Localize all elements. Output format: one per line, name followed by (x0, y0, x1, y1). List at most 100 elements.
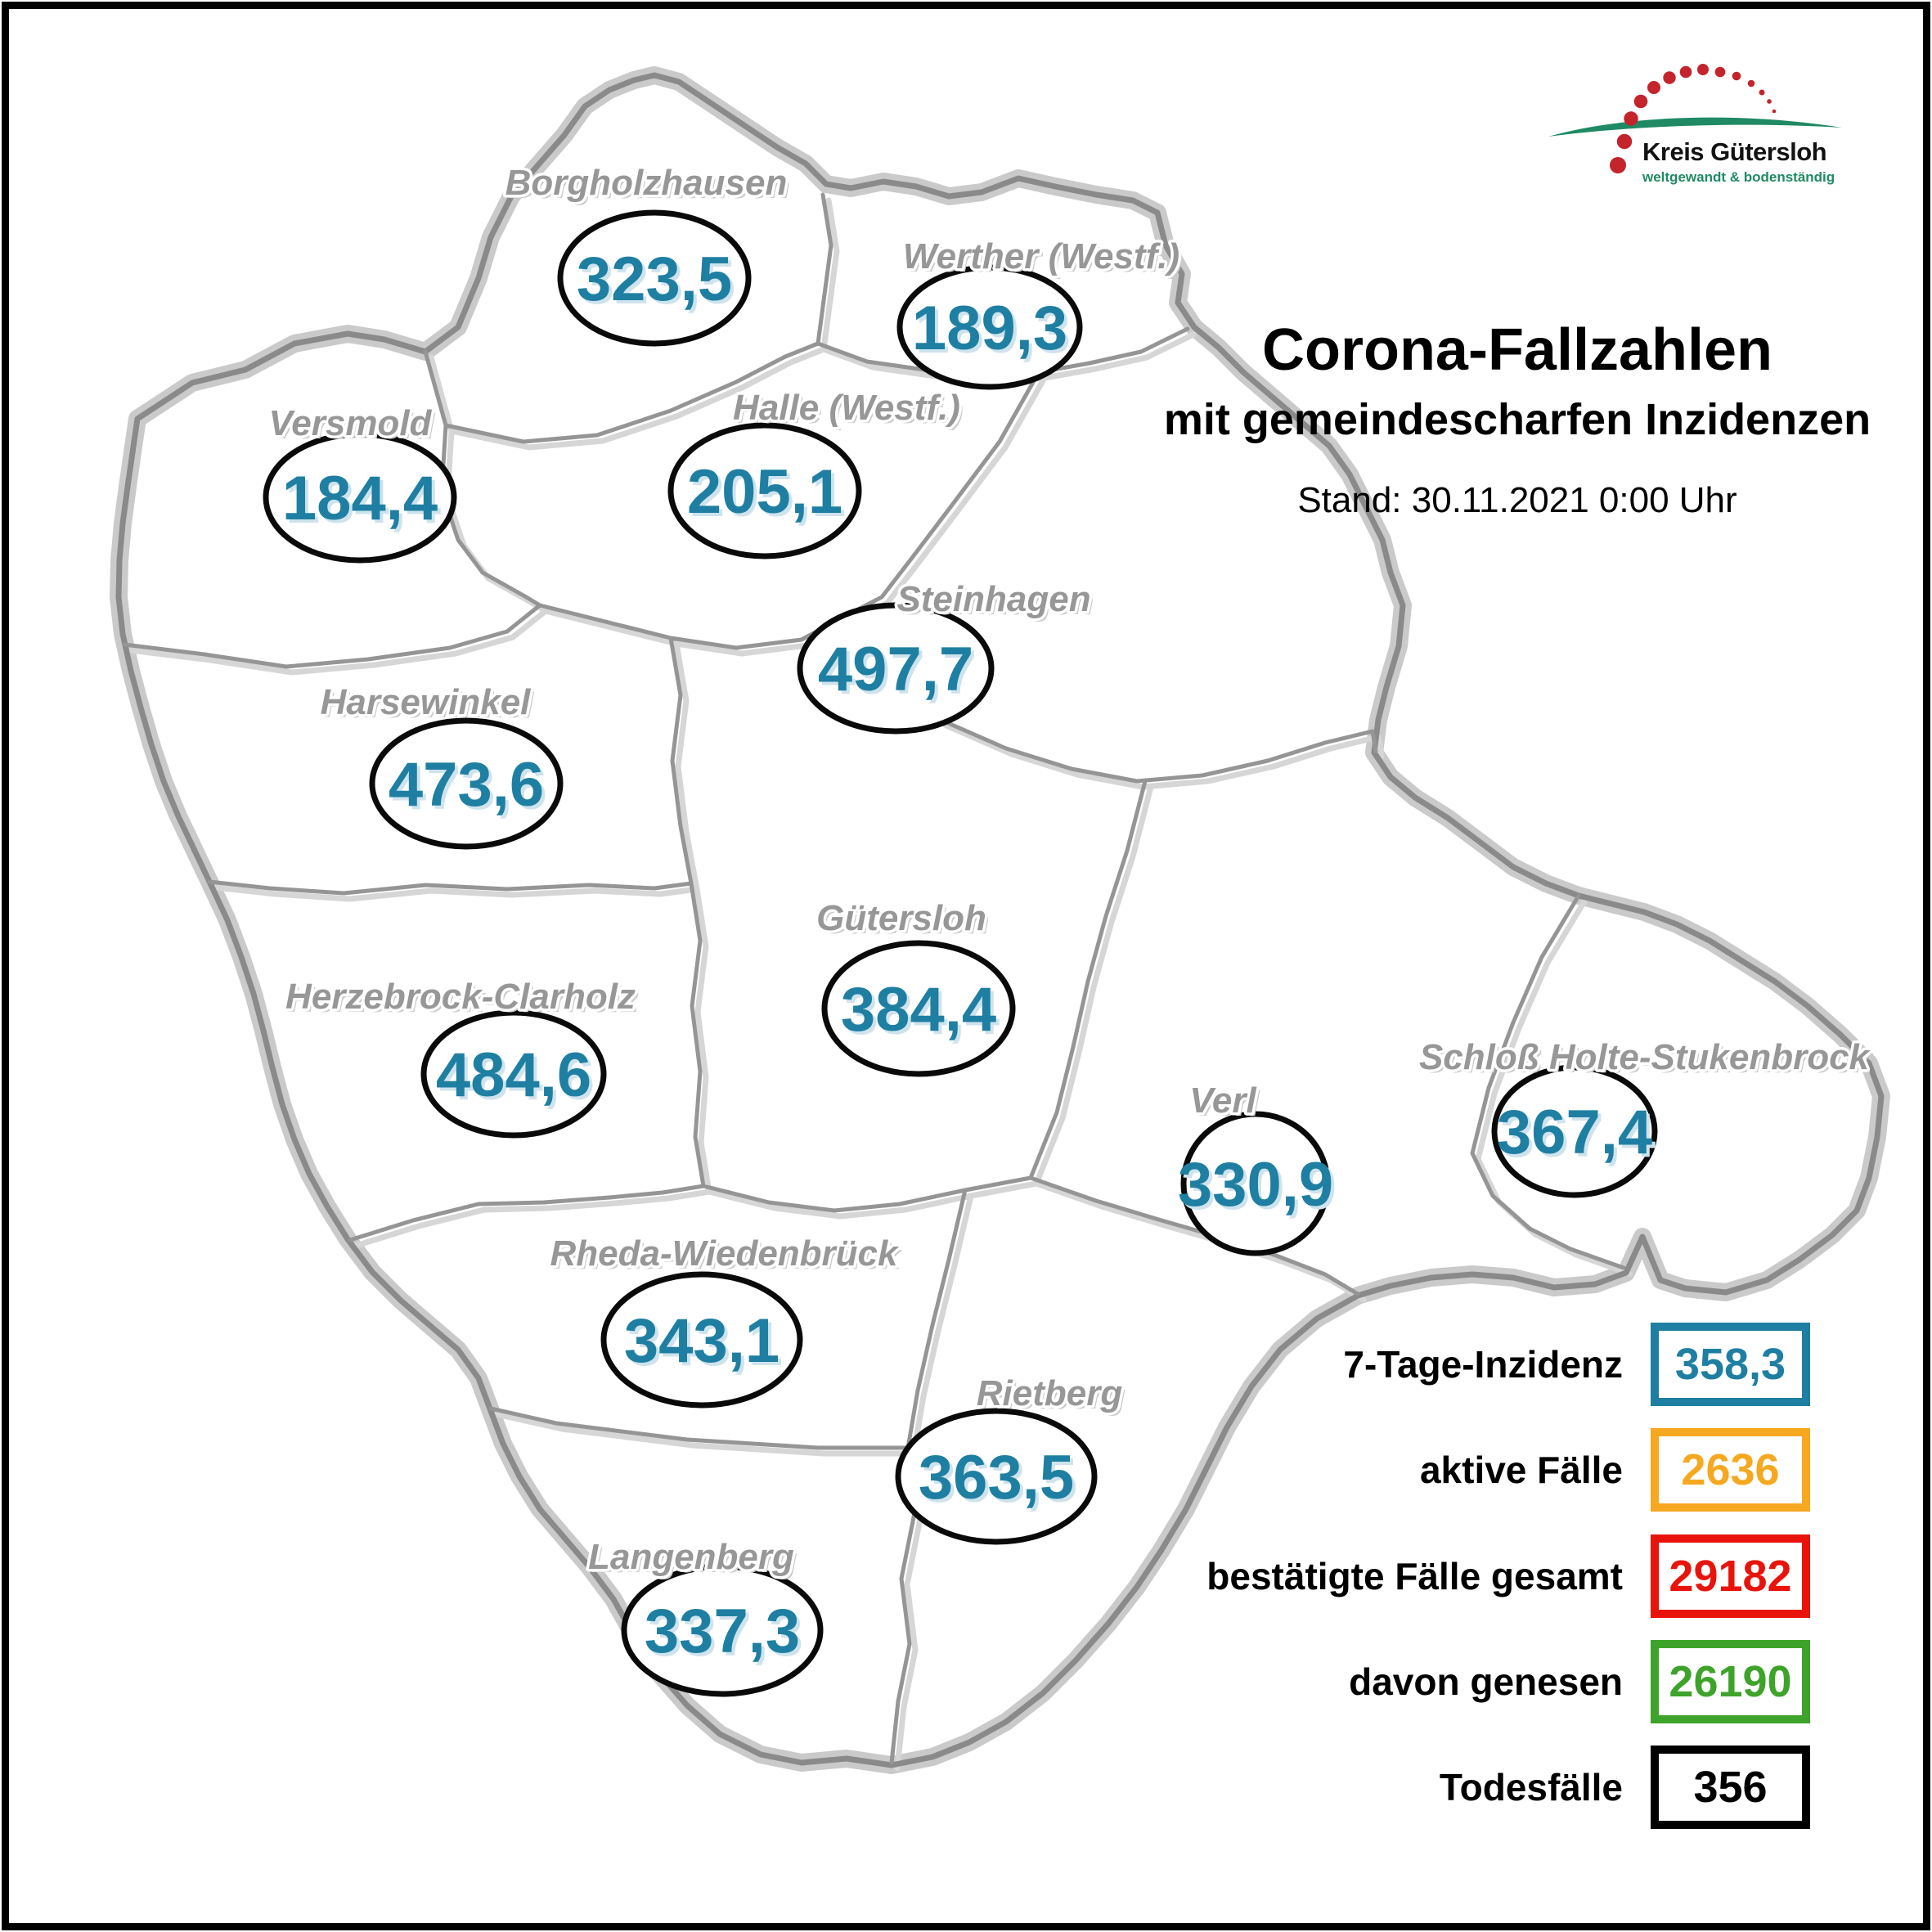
municipality-group: Rheda-WiedenbrückRheda-Wiedenbrück343,13… (547, 1231, 903, 1409)
legend-value: 29182 (1669, 1552, 1792, 1601)
incidence-ellipse (797, 602, 995, 735)
incidence-ellipse (621, 1563, 824, 1697)
incidence-ellipse (557, 209, 752, 347)
municipality-incidence-shadow: 497,7 (821, 638, 977, 708)
legend-value: 26190 (1669, 1657, 1792, 1706)
legend-label: 7-Tage-Inzidenz (1343, 1343, 1623, 1386)
municipality-label-shadow: Verl (1193, 1084, 1260, 1124)
incidence-ellipse (1491, 1064, 1658, 1198)
municipality-incidence-shadow: 205,1 (690, 461, 846, 530)
legend-row-todesfaelle: Todesfälle 356 (1440, 1746, 1810, 1829)
municipality-group: Werther (Westf.)Werther (Westf.)189,3189… (896, 234, 1183, 390)
legend-label: aktive Fälle (1419, 1449, 1623, 1491)
legend-label: Todesfälle (1439, 1766, 1623, 1808)
municipality-incidence: 473,6 (389, 750, 544, 820)
municipality-label-shadow: Steinhagen (900, 582, 1094, 622)
municipality-label-shadow: Langenberg (591, 1540, 798, 1580)
municipality-incidence: 484,6 (436, 1040, 591, 1110)
municipality-label-shadow: Harsewinkel (324, 685, 535, 726)
incidence-ellipse (821, 940, 1016, 1077)
incidence-ellipse (263, 431, 457, 564)
municipality-label: Halle (Westf.) (733, 388, 960, 428)
legend-value-box: 358,3 (1651, 1323, 1810, 1406)
municipality-incidence: 184,4 (282, 464, 438, 533)
municipality-label: Herzebrock-Clarholz (285, 977, 636, 1017)
legend-row-bestaetigte-faelle: bestätigte Fälle gesamt 29182 (1206, 1534, 1810, 1618)
page-title: Corona-Fallzahlen (1261, 317, 1773, 383)
incidence-ellipse (420, 1009, 607, 1139)
red-dots-arc-icon (1610, 64, 1777, 173)
municipality-incidence: 363,5 (919, 1443, 1074, 1512)
municipality-label: Rheda-Wiedenbrück (550, 1233, 900, 1274)
municipality-incidence: 205,1 (687, 457, 842, 527)
green-swoosh-icon (1548, 117, 1842, 137)
municipality-label: Borgholzhausen (505, 163, 788, 203)
municipality-incidence-shadow: 473,6 (392, 753, 547, 823)
logo-tagline: weltgewandt & bodenständig (1642, 169, 1835, 185)
municipality-label-shadow: Rietberg (980, 1377, 1126, 1417)
municipality-label-shadow: Borgholzhausen (509, 166, 791, 206)
municipality-incidence: 384,4 (841, 975, 996, 1045)
municipality-incidence: 497,7 (818, 635, 973, 704)
logo-title: Kreis Gütersloh (1642, 137, 1826, 166)
municipality-label: Gütersloh (816, 898, 986, 938)
municipality-incidence-shadow: 343,1 (627, 1310, 783, 1379)
municipality-label: Steinhagen (896, 579, 1090, 619)
municipality-incidence-shadow: 189,3 (915, 297, 1071, 366)
municipality-label: Verl (1189, 1081, 1256, 1121)
municipality-group: Herzebrock-ClarholzHerzebrock-Clarholz48… (283, 974, 639, 1139)
legend-value: 2636 (1681, 1445, 1780, 1494)
municipality-label-shadow: Herzebrock-Clarholz (289, 980, 639, 1020)
legend-value: 358,3 (1674, 1340, 1786, 1389)
municipality-label-shadow: Schloß Holte-Stukenbrock (1422, 1040, 1875, 1081)
municipality-incidence-shadow: 337,3 (648, 1600, 803, 1669)
municipality-label-shadow: Werther (Westf.) (906, 240, 1183, 280)
municipality-incidence: 330,9 (1178, 1150, 1333, 1220)
municipality-label-shadow: Halle (Westf.) (736, 391, 964, 431)
legend-row-davon-genesen: davon genesen 26190 (1349, 1640, 1810, 1723)
municipality-incidence-shadow: 363,5 (922, 1446, 1077, 1516)
incidence-ellipse (600, 1271, 803, 1409)
municipality-label: Versmold (269, 403, 433, 443)
municipality-incidence-shadow: 184,4 (285, 467, 441, 537)
municipality-incidence-shadow: 330,9 (1181, 1153, 1337, 1223)
legend-value-box: 29182 (1651, 1534, 1810, 1618)
title-block: Corona-Fallzahlen mit gemeindescharfen I… (1129, 319, 1906, 520)
legend-row-7-tage-inzidenz: 7-Tage-Inzidenz 358,3 (1343, 1323, 1810, 1406)
legend-label: bestätigte Fälle gesamt (1206, 1555, 1623, 1597)
municipality-incidence: 337,3 (645, 1597, 800, 1666)
legend-value-box: 2636 (1651, 1428, 1810, 1512)
municipality-label-shadow: Rheda-Wiedenbrück (553, 1237, 903, 1277)
legend-row-aktive-faelle: aktive Fälle 2636 (1420, 1428, 1810, 1512)
kreis-guetersloh-logo: Kreis Gütersloh weltgewandt & bodenständ… (1548, 64, 1842, 185)
municipality-label: Werther (Westf.) (903, 236, 1179, 276)
municipality-incidence: 323,5 (577, 245, 732, 314)
page-subtitle: mit gemeindescharfen Inzidenzen (1163, 395, 1871, 444)
municipality-label: Langenberg (588, 1537, 794, 1577)
incidence-ellipse (667, 422, 862, 559)
municipality-label-shadow: Versmold (272, 407, 436, 447)
incidence-ellipse (369, 717, 564, 850)
incidence-ellipse (895, 1408, 1098, 1545)
municipality-incidence-shadow: 323,5 (580, 248, 735, 317)
municipality-incidence-shadow: 367,4 (1500, 1101, 1656, 1170)
legend-value: 356 (1693, 1763, 1768, 1812)
municipality-label-shadow: Gütersloh (820, 901, 990, 941)
municipality-label: Harsewinkel (321, 682, 532, 722)
municipality-incidence-shadow: 384,4 (844, 978, 1000, 1048)
incidence-ellipse (1180, 1111, 1331, 1256)
as-of-date: Stand: 30.11.2021 0:00 Uhr (1297, 480, 1737, 520)
municipality-label: Rietberg (977, 1373, 1123, 1413)
municipality-incidence: 367,4 (1497, 1098, 1652, 1167)
